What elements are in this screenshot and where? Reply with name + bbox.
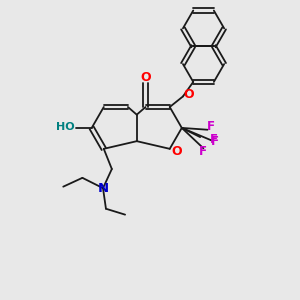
Text: F: F: [211, 135, 219, 148]
Text: HO: HO: [56, 122, 74, 132]
Text: O: O: [140, 71, 151, 84]
Text: F: F: [206, 120, 214, 133]
Text: N: N: [98, 182, 109, 195]
Text: O: O: [183, 88, 194, 100]
Text: F: F: [199, 145, 207, 158]
Text: F: F: [209, 133, 217, 146]
Text: O: O: [171, 145, 181, 158]
